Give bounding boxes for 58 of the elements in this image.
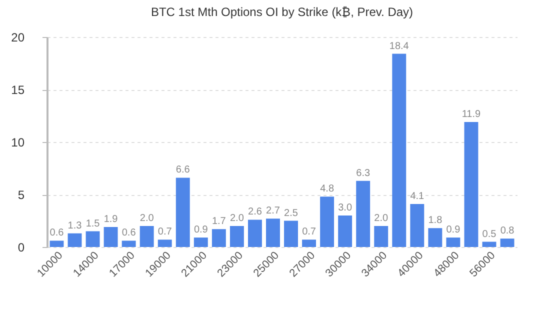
bar <box>266 218 280 247</box>
bar <box>356 180 370 247</box>
bar <box>140 226 154 247</box>
data-label: 2.6 <box>248 206 262 218</box>
data-label: 6.3 <box>356 168 370 179</box>
data-label: 1.5 <box>86 218 100 230</box>
bar <box>212 229 226 247</box>
data-label: 0.7 <box>158 226 172 238</box>
y-tick-label: 0 <box>18 240 25 254</box>
bar <box>284 220 298 247</box>
bar <box>464 122 478 247</box>
data-label: 0.8 <box>500 226 515 237</box>
bar <box>320 196 334 247</box>
bar <box>482 242 496 247</box>
bar <box>302 240 316 247</box>
bar <box>86 231 100 247</box>
data-label: 1.8 <box>428 215 443 226</box>
data-label: 2.0 <box>230 213 244 224</box>
data-label: 6.6 <box>176 164 190 176</box>
data-label: 1.7 <box>212 216 226 228</box>
y-tick-label: 20 <box>11 30 25 44</box>
data-label: 3.0 <box>338 202 352 214</box>
bar <box>122 240 136 247</box>
bar <box>158 240 172 247</box>
bar <box>104 227 118 247</box>
data-label: 0.6 <box>122 228 136 239</box>
data-label: 2.0 <box>374 213 389 224</box>
bar <box>392 54 406 247</box>
bar <box>338 216 352 247</box>
data-label: 0.9 <box>194 224 208 236</box>
bar <box>230 226 244 247</box>
data-label: 2.7 <box>266 206 280 217</box>
data-label: 4.8 <box>320 184 334 195</box>
bar <box>446 238 460 247</box>
bar <box>50 240 64 247</box>
bar <box>194 238 208 247</box>
data-label: 0.5 <box>482 228 497 240</box>
data-label: 2.0 <box>140 213 154 224</box>
y-tick-label: 5 <box>18 188 25 202</box>
data-label: 0.7 <box>302 226 316 238</box>
bar <box>374 226 388 247</box>
y-tick-label: 10 <box>11 136 25 150</box>
bar <box>176 178 190 247</box>
data-label: 18.4 <box>389 40 410 52</box>
bar <box>410 204 424 247</box>
data-label: 2.5 <box>284 208 298 219</box>
bar <box>248 220 262 247</box>
chart-title: BTC 1st Mth Options OI by Strike (k₿, Prev. Day) <box>150 5 414 19</box>
bar <box>428 228 442 247</box>
data-label: 1.3 <box>68 220 82 232</box>
data-label: 11.9 <box>462 109 482 120</box>
y-tick-label: 15 <box>11 83 25 97</box>
bar <box>68 233 82 247</box>
data-label: 0.6 <box>50 228 64 239</box>
bar <box>500 238 514 247</box>
data-label: 4.1 <box>410 190 425 202</box>
data-label: 1.9 <box>104 214 118 226</box>
data-label: 0.9 <box>446 224 461 236</box>
